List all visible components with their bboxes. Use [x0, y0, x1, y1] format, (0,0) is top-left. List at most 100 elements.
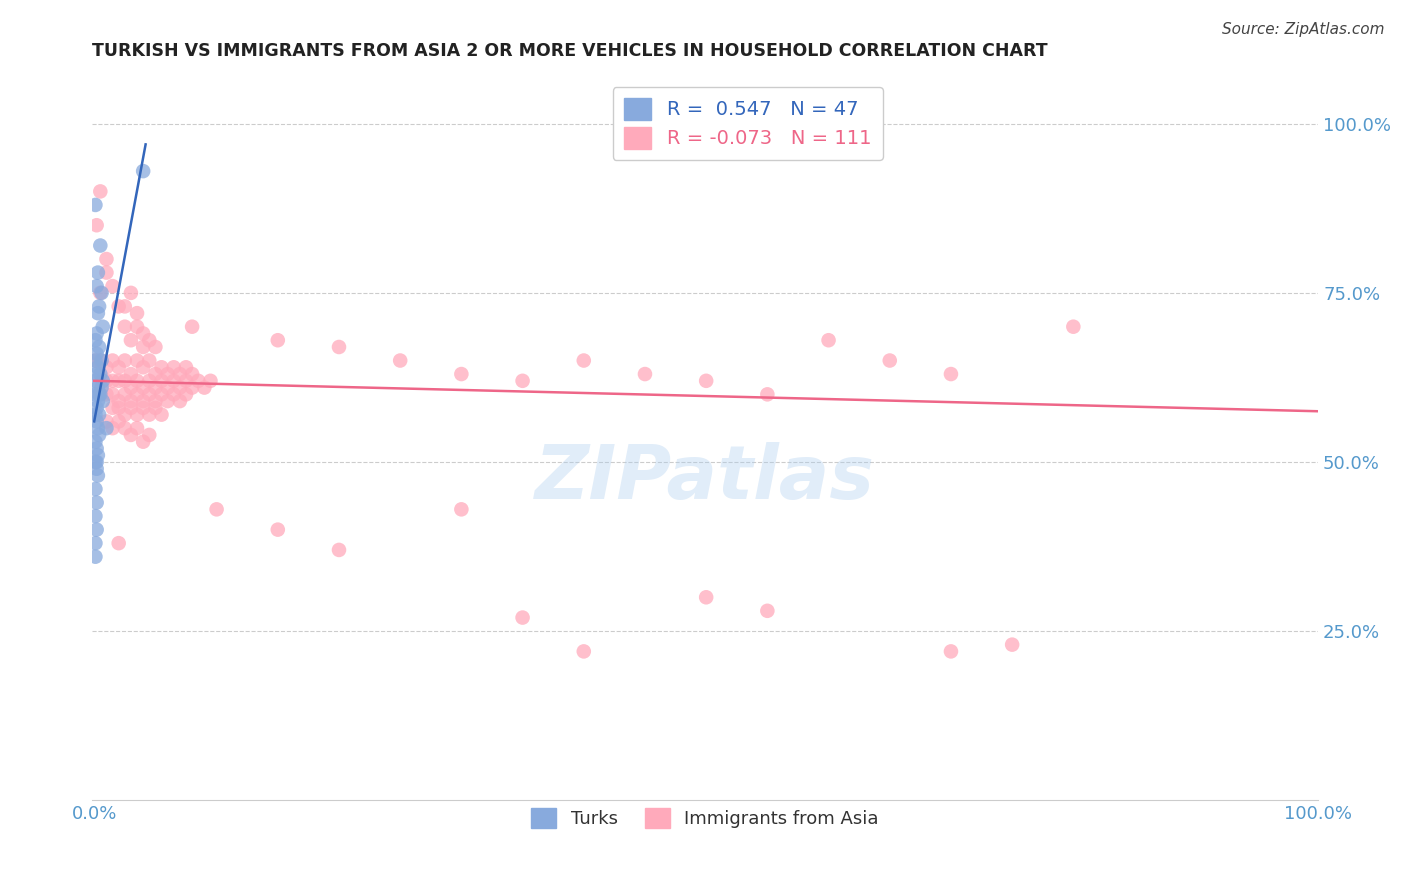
Point — [114, 408, 136, 422]
Point — [84, 353, 107, 368]
Point — [89, 353, 111, 368]
Point — [125, 421, 148, 435]
Point — [328, 340, 350, 354]
Point — [138, 374, 160, 388]
Point — [114, 353, 136, 368]
Point — [86, 414, 108, 428]
Point — [87, 300, 110, 314]
Point — [450, 367, 472, 381]
Point — [87, 468, 110, 483]
Point — [91, 319, 114, 334]
Point — [86, 401, 108, 415]
Point — [132, 401, 155, 415]
Point — [86, 462, 108, 476]
Point — [86, 279, 108, 293]
Point — [86, 495, 108, 509]
Legend: Turks, Immigrants from Asia: Turks, Immigrants from Asia — [523, 801, 886, 835]
Point — [91, 374, 114, 388]
Point — [107, 536, 129, 550]
Point — [90, 381, 112, 395]
Point — [756, 387, 779, 401]
Point — [132, 360, 155, 375]
Point — [101, 279, 124, 293]
Point — [125, 319, 148, 334]
Point — [107, 374, 129, 388]
Point — [107, 414, 129, 428]
Point — [120, 285, 142, 300]
Point — [150, 374, 173, 388]
Point — [114, 374, 136, 388]
Point — [145, 367, 167, 381]
Point — [169, 367, 191, 381]
Point — [169, 394, 191, 409]
Point — [84, 549, 107, 564]
Point — [267, 333, 290, 347]
Point — [91, 394, 114, 409]
Point — [156, 367, 179, 381]
Point — [879, 353, 901, 368]
Point — [96, 374, 118, 388]
Point — [87, 340, 110, 354]
Point — [114, 300, 136, 314]
Point — [87, 421, 110, 435]
Point — [634, 367, 657, 381]
Point — [169, 381, 191, 395]
Point — [101, 401, 124, 415]
Point — [939, 644, 962, 658]
Point — [107, 401, 129, 415]
Point — [86, 326, 108, 341]
Point — [87, 387, 110, 401]
Point — [107, 360, 129, 375]
Point — [138, 408, 160, 422]
Point — [132, 326, 155, 341]
Point — [512, 610, 534, 624]
Point — [389, 353, 412, 368]
Point — [89, 185, 111, 199]
Point — [86, 442, 108, 456]
Point — [89, 285, 111, 300]
Point — [174, 360, 197, 375]
Point — [120, 381, 142, 395]
Point — [181, 381, 204, 395]
Point — [86, 367, 108, 381]
Point — [86, 455, 108, 469]
Point — [84, 434, 107, 449]
Point — [87, 381, 110, 395]
Point — [132, 394, 155, 409]
Point — [120, 394, 142, 409]
Point — [138, 428, 160, 442]
Point — [87, 448, 110, 462]
Point — [138, 333, 160, 347]
Point — [120, 333, 142, 347]
Point — [114, 319, 136, 334]
Point — [125, 408, 148, 422]
Point — [87, 306, 110, 320]
Point — [90, 353, 112, 368]
Point — [96, 387, 118, 401]
Point — [120, 401, 142, 415]
Point — [84, 387, 107, 401]
Point — [86, 523, 108, 537]
Point — [145, 394, 167, 409]
Point — [150, 360, 173, 375]
Point — [84, 509, 107, 524]
Point — [572, 644, 595, 658]
Point — [138, 387, 160, 401]
Point — [695, 374, 717, 388]
Point — [150, 408, 173, 422]
Point — [96, 360, 118, 375]
Point — [695, 591, 717, 605]
Point — [84, 353, 107, 368]
Point — [87, 428, 110, 442]
Point — [89, 238, 111, 252]
Point — [205, 502, 228, 516]
Point — [125, 374, 148, 388]
Point — [125, 353, 148, 368]
Point — [114, 421, 136, 435]
Point — [120, 428, 142, 442]
Point — [96, 252, 118, 266]
Point — [145, 401, 167, 415]
Point — [84, 198, 107, 212]
Point — [187, 374, 209, 388]
Point — [193, 381, 215, 395]
